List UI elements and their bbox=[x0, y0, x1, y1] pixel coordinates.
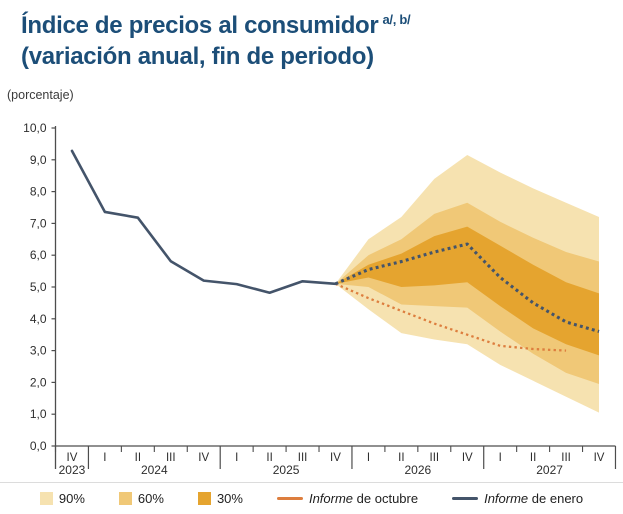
legend-swatch bbox=[39, 492, 53, 505]
x-quarter-label: II bbox=[398, 452, 404, 464]
y-tick-label: 1,0 bbox=[30, 407, 47, 421]
x-quarter-label: III bbox=[430, 452, 440, 464]
legend-item: 60% bbox=[118, 491, 164, 506]
y-tick-label: 8,0 bbox=[30, 185, 47, 199]
fan-band-30pct bbox=[335, 226, 600, 356]
y-tick-label: 7,0 bbox=[30, 216, 47, 230]
y-tick-label: 2,0 bbox=[30, 375, 47, 389]
x-year-label: 2023 bbox=[59, 463, 86, 477]
x-quarter-label: IV bbox=[462, 452, 473, 464]
legend-line-sample bbox=[276, 497, 303, 500]
y-tick-label: 3,0 bbox=[30, 344, 47, 358]
x-quarter-label: II bbox=[530, 452, 536, 464]
line-informe-enero bbox=[334, 242, 600, 334]
fan-band-60pct bbox=[335, 202, 600, 384]
x-quarter-label: III bbox=[298, 452, 308, 464]
x-quarter-label: II bbox=[266, 452, 272, 464]
legend-label: 60% bbox=[137, 491, 164, 506]
y-tick-label: 5,0 bbox=[30, 280, 47, 294]
x-quarter-label: IV bbox=[67, 452, 78, 464]
x-quarter-label: I bbox=[367, 452, 370, 464]
legend-item: 30% bbox=[197, 491, 243, 506]
legend-label: Informe de octubre bbox=[308, 491, 419, 506]
x-quarter-label: III bbox=[561, 452, 571, 464]
x-year-label: 2025 bbox=[273, 463, 300, 477]
y-tick-label: 10,0 bbox=[23, 121, 47, 135]
y-tick-label: 0,0 bbox=[30, 439, 47, 453]
x-quarter-label: I bbox=[103, 452, 106, 464]
y-tick-label: 9,0 bbox=[30, 153, 47, 167]
x-quarter-label: IV bbox=[594, 452, 605, 464]
x-quarter-label: IV bbox=[330, 452, 341, 464]
legend-swatch bbox=[118, 492, 132, 505]
chart-title-block: Índice de precios al consumidor a/, b/ (v… bbox=[21, 4, 411, 72]
x-quarter-label: IV bbox=[198, 452, 209, 464]
x-quarter-label: II bbox=[135, 452, 141, 464]
x-year-label: 2026 bbox=[404, 463, 431, 477]
legend-label: 30% bbox=[216, 491, 243, 506]
title-line-1: Índice de precios al consumidor a/, b/ bbox=[21, 4, 411, 41]
legend-item: Informe de enero bbox=[452, 491, 583, 506]
legend-label: 90% bbox=[58, 491, 85, 506]
x-quarter-label: I bbox=[499, 452, 502, 464]
x-year-label: 2027 bbox=[536, 463, 563, 477]
x-quarter-label: III bbox=[166, 452, 176, 464]
y-tick-label: 4,0 bbox=[30, 312, 47, 326]
legend-item: Informe de octubre bbox=[276, 491, 419, 506]
page-subtitle: (variación anual, fin de periodo) bbox=[21, 43, 374, 70]
legend-swatch bbox=[197, 492, 211, 505]
y-tick-label: 6,0 bbox=[30, 248, 47, 262]
legend-line-sample bbox=[452, 497, 479, 500]
y-axis-unit-label: (porcentaje) bbox=[7, 88, 74, 102]
legend-label: Informe de enero bbox=[484, 491, 584, 506]
title-footnote-marker: a/, b/ bbox=[382, 12, 411, 27]
chart-legend: 90% 60% 30% Informe de octubre Informe de en… bbox=[0, 482, 623, 514]
fan-chart: 0,01,02,03,04,05,06,07,08,09,010,0IV I II I… bbox=[23, 121, 617, 477]
line-observed bbox=[70, 149, 337, 295]
x-quarter-label: I bbox=[235, 452, 238, 464]
x-year-label: 2024 bbox=[141, 463, 168, 477]
line-informe-octubre bbox=[335, 282, 567, 352]
page-title: Índice de precios al consumidor bbox=[21, 12, 379, 39]
legend-item: 90% bbox=[39, 491, 85, 506]
